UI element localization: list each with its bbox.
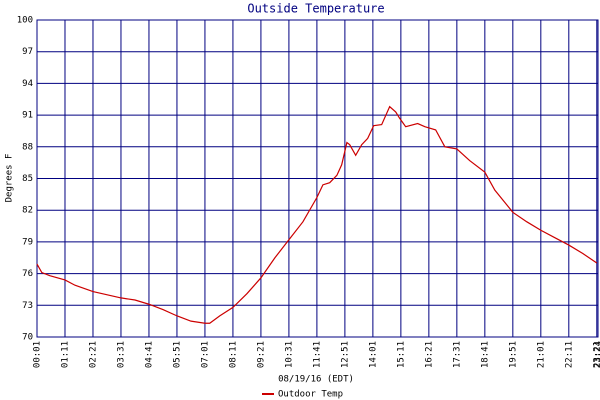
x-tick-label: 09:21 <box>256 341 266 368</box>
x-tick-label: 23:24 <box>594 341 600 368</box>
y-tick-label: 94 <box>22 79 33 89</box>
x-tick-label: 19:51 <box>508 341 518 368</box>
x-tick-label: 22:11 <box>564 341 574 368</box>
x-tick-label: 02:21 <box>88 341 98 368</box>
x-tick-label: 05:51 <box>172 341 182 368</box>
legend-label: Outdoor Temp <box>278 390 343 400</box>
x-tick-label: 18:41 <box>480 341 490 368</box>
x-tick-label: 16:21 <box>424 341 434 368</box>
x-tick-label: 15:11 <box>396 341 406 368</box>
x-tick-label: 01:11 <box>60 341 70 368</box>
x-tick-label: 14:01 <box>368 341 378 368</box>
y-tick-label: 79 <box>22 237 33 247</box>
x-tick-label: 10:31 <box>284 341 294 368</box>
y-tick-label: 82 <box>22 206 33 216</box>
y-tick-label: 73 <box>22 301 33 311</box>
y-tick-label: 70 <box>22 333 33 343</box>
plot-border <box>36 19 599 338</box>
x-tick-label: 12:51 <box>340 341 350 368</box>
y-tick-label: 100 <box>17 16 33 26</box>
x-axis-label: 08/19/16 (EDT) <box>278 375 354 385</box>
x-tick-label: 21:01 <box>536 341 546 368</box>
y-axis-label: Degrees F <box>5 154 15 203</box>
x-tick-label: 07:01 <box>200 341 210 368</box>
y-tick-label: 85 <box>22 174 33 184</box>
x-tick-label: 11:41 <box>312 341 322 368</box>
y-tick-label: 88 <box>22 142 33 152</box>
y-tick-label: 97 <box>22 47 33 57</box>
x-tick-label: 03:31 <box>116 341 126 368</box>
x-tick-label: 08:11 <box>228 341 238 368</box>
y-tick-label: 76 <box>22 269 33 279</box>
x-tick-label: 23:21 <box>592 341 600 368</box>
data-line <box>36 105 598 324</box>
x-tick-label: 04:41 <box>144 341 154 368</box>
x-tick-label: 00:01 <box>33 341 43 368</box>
x-tick-label: 17:31 <box>452 341 462 368</box>
y-tick-label: 91 <box>22 111 33 121</box>
chart-title: Outside Temperature <box>247 2 384 16</box>
